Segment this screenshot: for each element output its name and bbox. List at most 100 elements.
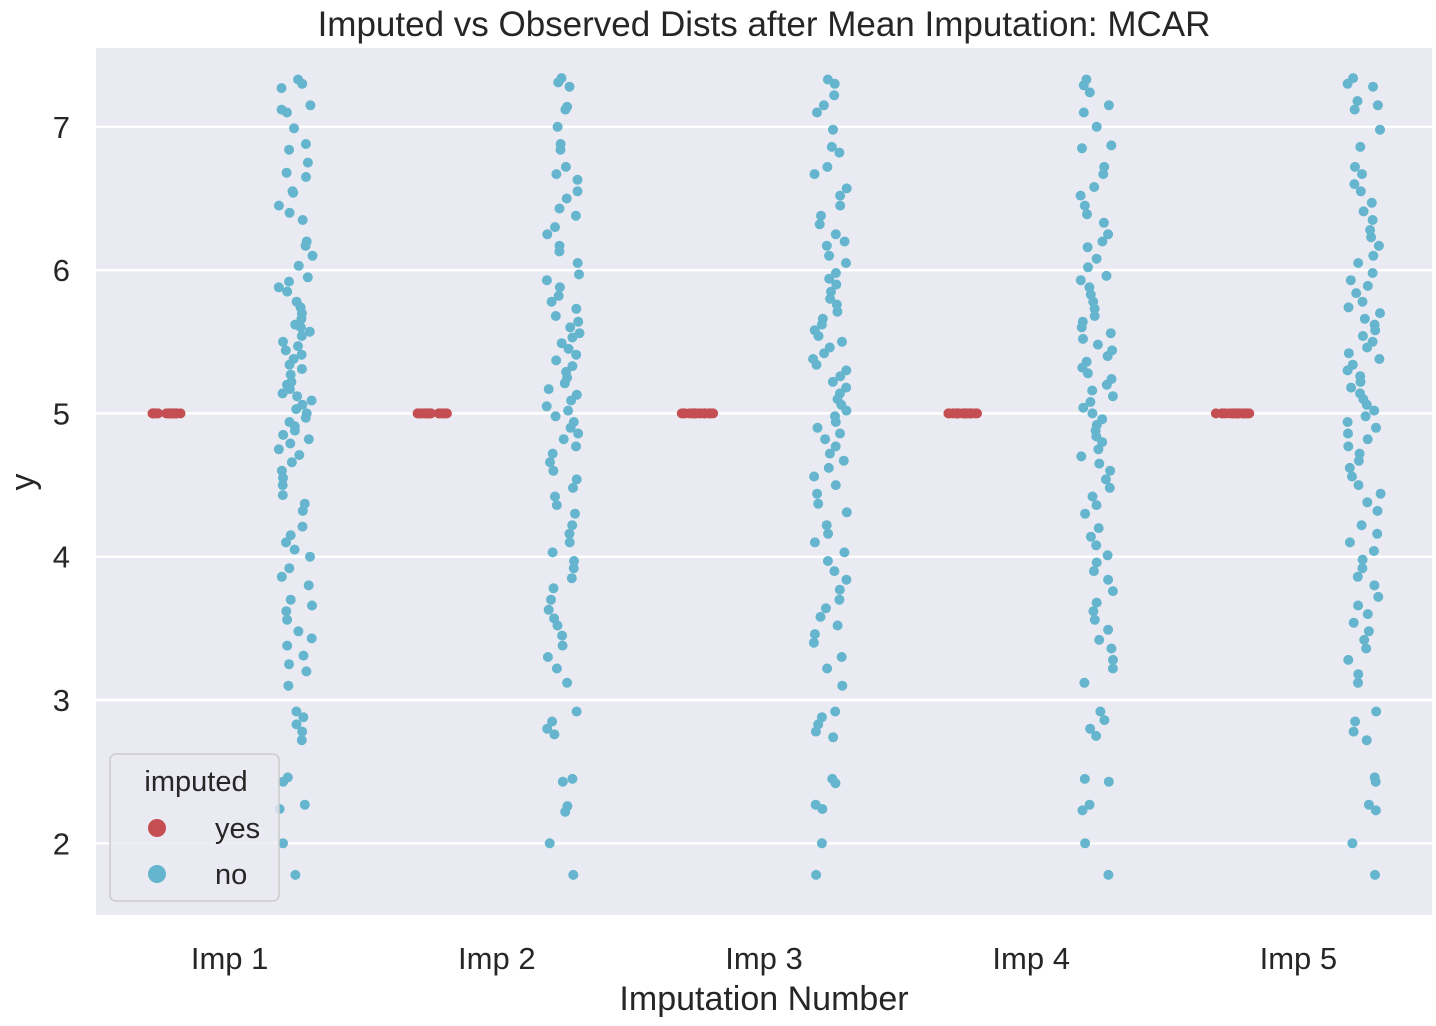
data-point-no [1087,408,1098,419]
data-point-no [1089,303,1100,314]
data-point-no [553,290,564,301]
data-point-no [1353,600,1364,611]
data-point-yes [441,408,452,419]
data-point-no [568,482,578,493]
data-point-no [545,457,555,468]
data-point-yes [943,408,954,419]
data-point-no [293,626,304,637]
plot-background [96,48,1432,915]
data-point-no [1352,571,1363,582]
data-point-no [300,139,311,149]
data-point-no [550,411,561,422]
data-point-no [809,169,820,180]
data-point-no [1356,520,1367,531]
data-point-no [273,200,284,211]
data-point-no [1089,311,1100,321]
data-point-no [552,620,563,631]
data-point-no [549,729,560,740]
data-point-no [1357,331,1368,341]
data-point-no [839,547,850,558]
data-point-no [1374,354,1385,364]
data-point-no [556,338,567,349]
data-point-no [296,364,307,374]
data-point-no [830,441,841,452]
data-point-no [303,434,314,445]
data-point-no [1349,104,1360,115]
data-point-no [1098,217,1109,228]
data-point-no [1375,488,1386,499]
data-point-no [1075,275,1086,286]
data-point-no [1367,215,1378,225]
data-point-no [830,229,841,240]
data-point-no [1093,444,1104,455]
data-point-no [294,450,305,460]
data-point-no [1350,716,1361,727]
data-point-no [542,652,553,662]
data-point-no [563,343,574,354]
data-point-no [1091,597,1102,608]
data-point-no [295,322,306,333]
data-point-no [811,869,822,880]
y-tick-label: 4 [53,540,70,575]
data-point-no [820,603,831,614]
data-point-no [1076,322,1087,333]
data-point-no [559,378,570,389]
data-point-no [1361,735,1372,746]
data-point-no [1107,663,1118,674]
data-point-no [1370,776,1381,787]
data-point-no [1343,348,1354,359]
data-point-no [292,391,303,402]
data-point-no [541,275,552,286]
data-point-no [1369,405,1380,416]
data-point-no [284,144,295,155]
data-point-no [812,422,823,433]
data-point-no [571,303,582,314]
data-point-no [567,332,578,343]
data-point-no [300,240,311,251]
data-point-no [1359,313,1370,324]
data-point-no [1091,540,1102,551]
data-point-no [547,716,558,727]
data-point-no [286,457,297,468]
data-point-no [543,604,554,615]
data-point-no [550,222,560,233]
data-point-no [554,282,565,293]
data-point-no [1082,368,1093,379]
data-point-no [1087,385,1098,396]
data-point-no [547,547,558,558]
data-point-yes [708,408,719,419]
data-point-no [1363,799,1374,810]
data-point-no [834,147,845,158]
data-point-no [1342,365,1353,376]
data-point-no [572,174,583,185]
data-point-no [1372,528,1383,539]
data-point-no [1087,491,1098,502]
legend-box [109,753,280,902]
series-yes [147,408,1255,419]
data-point-no [1363,626,1374,637]
data-point-no [839,236,850,247]
data-point-yes [676,408,687,419]
data-point-no [1091,730,1102,741]
data-point-no [1099,715,1110,726]
data-point-no [566,395,577,406]
data-point-no [809,629,820,640]
data-point-no [283,680,294,691]
data-point-no [551,500,562,511]
x-tick-label: Imp 4 [992,941,1070,976]
data-point-no [541,401,552,412]
x-tick-label: Imp 5 [1260,941,1338,976]
data-point-no [1108,654,1118,665]
data-point-no [1084,87,1095,98]
x-tick-label: Imp 2 [458,941,536,976]
data-point-no [306,633,317,644]
data-point-no [808,637,819,648]
data-point-no [297,521,308,532]
data-point-no [571,441,581,452]
data-point-no [1372,100,1383,111]
data-point-no [1079,200,1090,211]
data-point-no [816,319,827,330]
data-point-no [297,78,308,89]
data-point-no [565,422,576,433]
data-point-no [1351,288,1362,299]
